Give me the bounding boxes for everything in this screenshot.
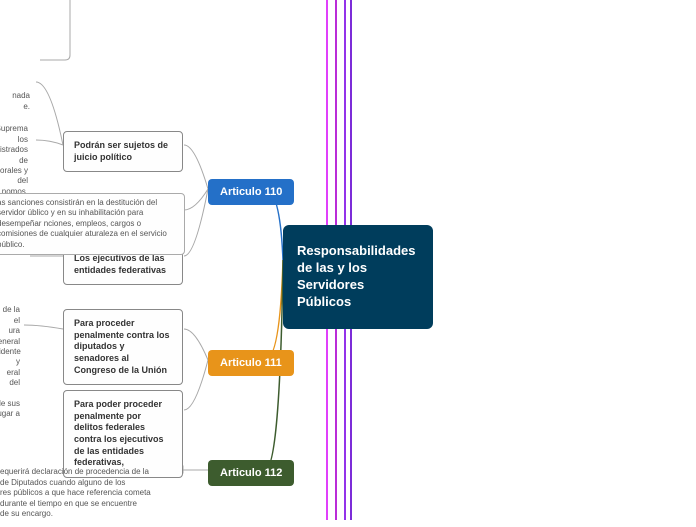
node-articulo-110[interactable]: Articulo 110	[208, 179, 294, 205]
leaf-declaracion: equerirá declaración de procedencia de l…	[0, 449, 165, 527]
root-node[interactable]: Responsabilidades de las y los Servidore…	[283, 225, 433, 329]
node-articulo-112[interactable]: Articulo 112	[208, 460, 294, 486]
sub-juicio-politico[interactable]: Podrán ser sujetos de juicio político	[63, 131, 183, 172]
node-articulo-111[interactable]: Articulo 111	[208, 350, 294, 376]
mindmap-canvas: Responsabilidades de las y los Servidore…	[0, 0, 696, 520]
root-label: Responsabilidades de las y los Servidore…	[297, 243, 415, 309]
leaf-text: de la el ura eneral sidente y eral del d…	[0, 287, 30, 428]
sub-proceder-diputados[interactable]: Para proceder penalmente contra los dipu…	[63, 309, 183, 385]
art111-label: Articulo 111	[220, 357, 282, 369]
sub-label: Para proceder penalmente contra los dipu…	[74, 318, 170, 375]
leaf-content: as sanciones consistirán en la destituci…	[0, 198, 167, 249]
art110-label: Articulo 110	[220, 186, 282, 198]
leaf-content: equerirá declaración de procedencia de l…	[0, 467, 151, 518]
sub-label: Los ejecutivos de las entidades federati…	[74, 253, 166, 275]
art112-label: Articulo 112	[220, 467, 282, 479]
sub-label: Podrán ser sujetos de juicio político	[74, 140, 168, 162]
leaf-content: de la el ura eneral sidente y eral del d…	[0, 305, 21, 418]
leaf-sanciones: as sanciones consistirán en la destituci…	[0, 193, 185, 255]
